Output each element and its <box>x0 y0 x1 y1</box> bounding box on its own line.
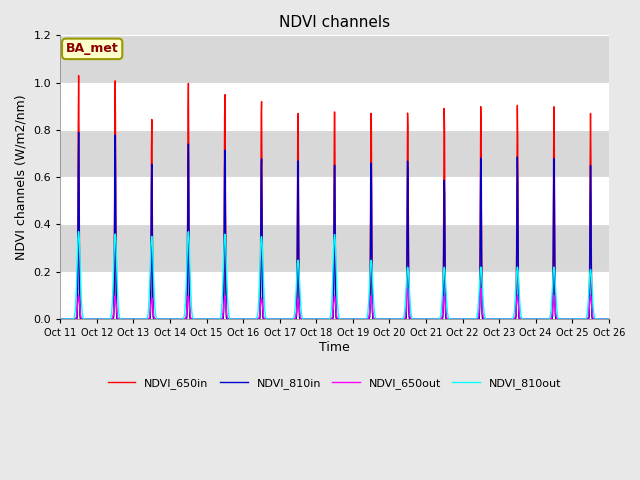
NDVI_650in <box>99 316 107 322</box>
NDVI_810in <box>56 316 64 322</box>
NDVI_650in <box>301 316 308 322</box>
NDVI_810out <box>301 316 308 322</box>
NDVI_650out <box>56 316 64 322</box>
Bar <box>60 225 609 272</box>
NDVI_650out <box>310 316 318 322</box>
NDVI_810in <box>605 316 612 322</box>
NDVI_650out <box>477 286 484 291</box>
NDVI_810out <box>605 316 612 322</box>
Bar <box>60 272 609 319</box>
X-axis label: Time: Time <box>319 341 350 354</box>
NDVI_810out <box>369 282 377 288</box>
Line: NDVI_650out: NDVI_650out <box>60 288 609 319</box>
NDVI_650out <box>369 305 376 311</box>
NDVI_810in <box>311 316 319 322</box>
NDVI_650out <box>121 316 129 322</box>
NDVI_650in <box>289 316 297 322</box>
NDVI_650in <box>605 316 612 322</box>
NDVI_650in <box>369 315 377 321</box>
Bar <box>60 130 609 177</box>
Line: NDVI_810in: NDVI_810in <box>60 132 609 319</box>
Legend: NDVI_650in, NDVI_810in, NDVI_650out, NDVI_810out: NDVI_650in, NDVI_810in, NDVI_650out, NDV… <box>103 373 566 393</box>
NDVI_810in <box>289 316 297 322</box>
NDVI_810out <box>75 228 83 234</box>
Title: NDVI channels: NDVI channels <box>279 15 390 30</box>
NDVI_650in <box>75 72 83 78</box>
NDVI_810out <box>99 316 107 322</box>
Y-axis label: NDVI channels (W/m2/nm): NDVI channels (W/m2/nm) <box>15 95 28 260</box>
NDVI_650out <box>301 316 308 322</box>
NDVI_650out <box>605 316 612 322</box>
NDVI_810out <box>311 316 319 322</box>
NDVI_650out <box>99 316 107 322</box>
NDVI_650out <box>289 316 297 322</box>
NDVI_810out <box>289 315 297 321</box>
NDVI_810in <box>122 316 129 322</box>
Bar <box>60 177 609 225</box>
NDVI_650in <box>56 316 64 322</box>
NDVI_810in <box>369 315 377 321</box>
NDVI_810in <box>301 316 308 322</box>
NDVI_810in <box>75 130 83 135</box>
NDVI_810out <box>122 316 129 322</box>
Text: BA_met: BA_met <box>66 42 118 55</box>
Line: NDVI_650in: NDVI_650in <box>60 75 609 319</box>
Bar <box>60 36 609 83</box>
Bar <box>60 83 609 130</box>
Line: NDVI_810out: NDVI_810out <box>60 231 609 319</box>
NDVI_810in <box>99 316 107 322</box>
NDVI_810out <box>56 316 64 322</box>
NDVI_650in <box>311 316 319 322</box>
NDVI_650in <box>122 316 129 322</box>
